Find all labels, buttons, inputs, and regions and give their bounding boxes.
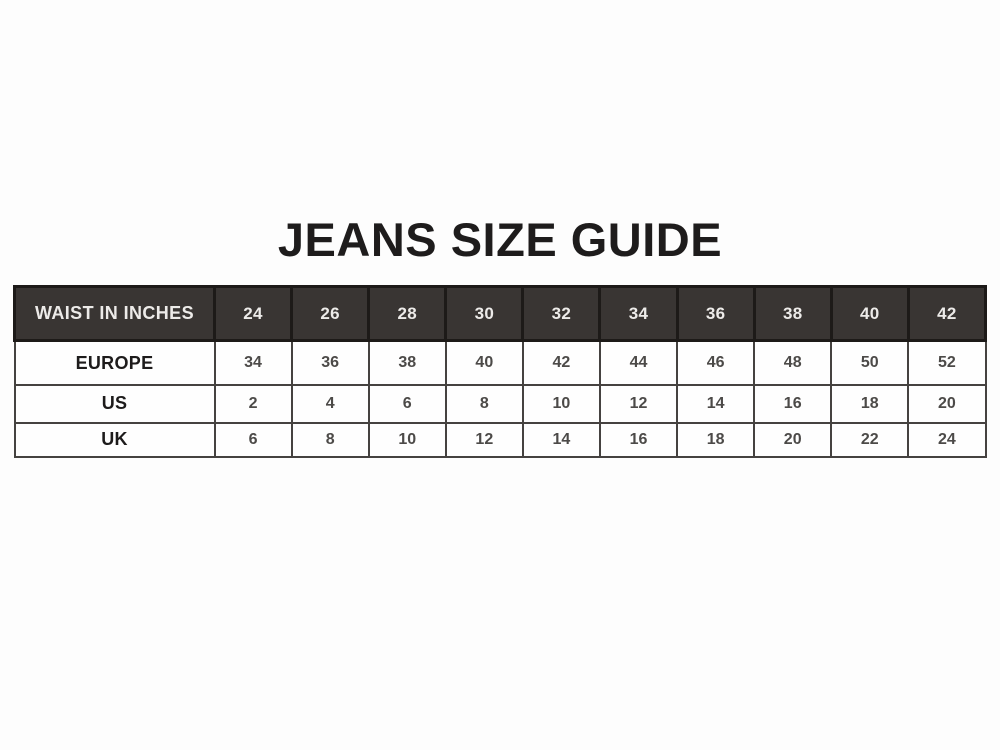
table-cell: 46 — [676, 339, 756, 386]
table-cell: 50 — [830, 339, 910, 386]
table-cell: 16 — [753, 383, 833, 424]
header-value-cell: 32 — [521, 285, 602, 343]
header-value-cell: 26 — [290, 285, 371, 343]
table-cell: 20 — [753, 421, 833, 458]
table-row-uk: UK 6 8 10 12 14 16 18 20 22 24 — [13, 421, 987, 458]
table-cell: 6 — [367, 383, 447, 424]
table-cell: 18 — [830, 383, 910, 424]
header-value-cell: 42 — [906, 285, 988, 343]
page-title: JEANS SIZE GUIDE — [277, 213, 723, 266]
row-label-uk: UK — [13, 421, 216, 458]
table-cell: 34 — [213, 339, 293, 386]
table-cell: 6 — [213, 421, 293, 458]
header-value-cell: 40 — [829, 285, 910, 343]
table-cell: 38 — [367, 339, 447, 386]
table-row-us: US 2 4 6 8 10 12 14 16 18 20 — [13, 383, 987, 424]
table-cell: 16 — [598, 421, 679, 458]
table-cell: 10 — [521, 383, 601, 424]
table-cell: 12 — [444, 421, 524, 458]
table-cell: 36 — [290, 339, 370, 386]
table-cell: 44 — [598, 339, 679, 386]
table-cell: 20 — [907, 383, 987, 424]
table-cell: 52 — [907, 339, 987, 386]
table-cell: 14 — [676, 383, 756, 424]
table-header-row: WAIST IN INCHES 24 26 28 30 32 34 36 38 … — [13, 285, 988, 343]
header-value-cell: 38 — [752, 285, 833, 343]
table-cell: 14 — [521, 421, 601, 458]
row-label-us: US — [13, 383, 216, 424]
size-guide-table-container: WAIST IN INCHES 24 26 28 30 32 34 36 38 … — [13, 285, 988, 458]
jeans-size-guide-table: WAIST IN INCHES 24 26 28 30 32 34 36 38 … — [13, 285, 988, 458]
table-cell: 10 — [367, 421, 447, 458]
table-cell: 22 — [830, 421, 910, 458]
table-cell: 4 — [290, 383, 370, 424]
table-cell: 42 — [521, 339, 601, 386]
table-cell: 8 — [290, 421, 370, 458]
header-label-waist-in-inches: WAIST IN INCHES — [13, 285, 216, 343]
table-cell: 2 — [213, 383, 293, 424]
table-row-europe: EUROPE 34 36 38 40 42 44 46 48 50 52 — [13, 339, 987, 386]
table-cell: 24 — [907, 421, 987, 458]
row-label-europe: EUROPE — [13, 339, 216, 386]
table-cell: 18 — [676, 421, 756, 458]
header-value-cell: 36 — [675, 285, 756, 343]
header-value-cell: 34 — [598, 285, 679, 343]
table-cell: 8 — [444, 383, 524, 424]
header-value-cell: 30 — [444, 285, 525, 343]
table-cell: 12 — [598, 383, 679, 424]
table-cell: 48 — [753, 339, 833, 386]
header-value-cell: 24 — [212, 285, 294, 343]
table-cell: 40 — [444, 339, 524, 386]
header-value-cell: 28 — [367, 285, 448, 343]
